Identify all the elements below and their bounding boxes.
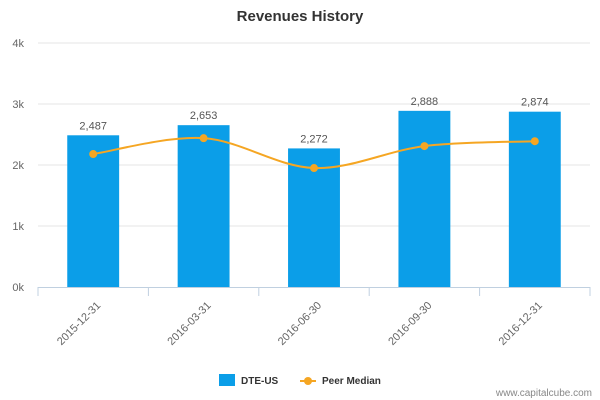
- y-tick-label: 2k: [12, 160, 24, 172]
- peer-median-point[interactable]: [420, 142, 429, 151]
- watermark: www.capitalcube.com: [495, 388, 592, 399]
- bar-value-label: 2,272: [300, 133, 328, 145]
- peer-median-point[interactable]: [199, 134, 208, 143]
- bar-value-label: 2,487: [79, 120, 107, 132]
- legend-label-line: Peer Median: [322, 376, 381, 387]
- legend-swatch-line-marker: [304, 377, 312, 385]
- legend-item-line-series[interactable]: Peer Median: [300, 376, 381, 387]
- x-tick-label: 2016-09-30: [386, 300, 434, 348]
- x-axis: 2015-12-31 2016-03-31 2016-06-30 2016-09-30…: [37, 287, 591, 348]
- bar-value-label: 2,874: [521, 97, 549, 109]
- bar[interactable]: [67, 135, 120, 287]
- x-tick-label: 2016-03-31: [165, 300, 213, 348]
- chart-title: Revenues History: [237, 8, 364, 25]
- bar[interactable]: [398, 110, 451, 287]
- bar-value-label: 2,653: [190, 110, 218, 122]
- y-axis: 0k 1k 2k 3k 4k: [12, 38, 24, 294]
- legend: DTE-US Peer Median: [219, 374, 381, 387]
- bar-data-labels: 2,487 2,653 2,272 2,888 2,874: [79, 96, 548, 146]
- legend-swatch-bar: [219, 374, 235, 386]
- y-tick-label: 1k: [12, 221, 24, 233]
- bar-value-label: 2,888: [411, 96, 439, 108]
- peer-median-point[interactable]: [530, 137, 539, 146]
- bar[interactable]: [177, 125, 230, 288]
- legend-item-bar-series[interactable]: DTE-US: [219, 374, 279, 387]
- x-tick-label: 2016-06-30: [276, 300, 324, 348]
- y-tick-label: 3k: [12, 99, 24, 111]
- x-tick-label: 2015-12-31: [55, 300, 103, 348]
- y-tick-label: 0k: [12, 282, 24, 294]
- peer-median-point[interactable]: [89, 150, 98, 159]
- x-tick-label: 2016-12-31: [497, 300, 545, 348]
- y-tick-label: 4k: [12, 38, 24, 50]
- legend-label-bar: DTE-US: [241, 376, 279, 387]
- peer-median-point[interactable]: [310, 164, 318, 173]
- peer-median-series: [89, 134, 539, 173]
